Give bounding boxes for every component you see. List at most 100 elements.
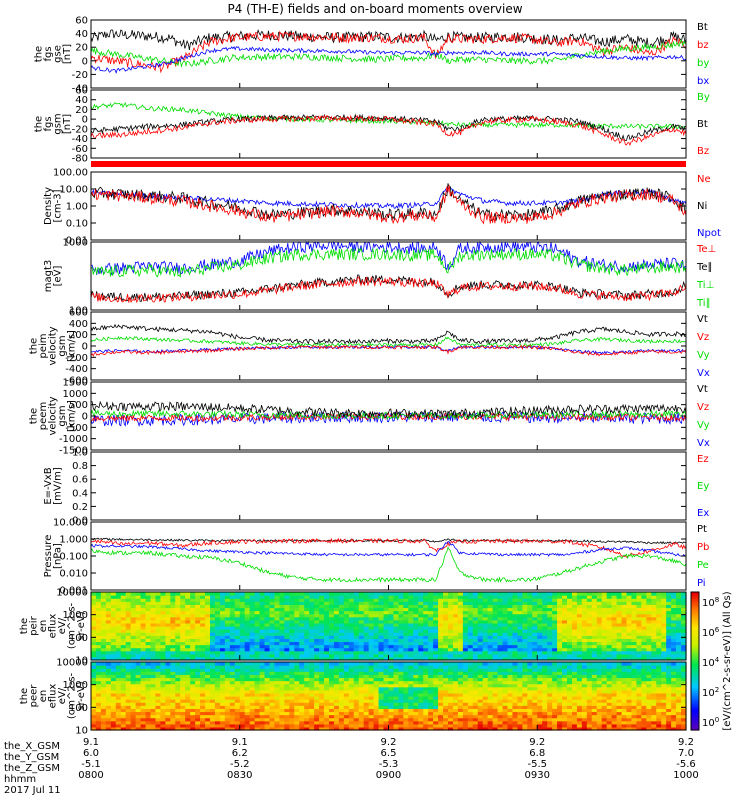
spectrogram-cell [646, 647, 652, 652]
spectrogram-cell [299, 702, 305, 706]
spectrogram-cell [180, 607, 186, 612]
spectrogram-cell [319, 723, 325, 728]
spectrogram-cell [299, 668, 305, 672]
spectrogram-cell [155, 644, 162, 649]
spectrogram-cell [319, 641, 325, 646]
spectrogram-cell [512, 632, 519, 636]
spectrogram-cell [135, 622, 142, 627]
spectrogram-cell [398, 619, 404, 624]
spectrogram-cell [497, 692, 504, 697]
spectrogram-cell [423, 656, 429, 661]
spectrogram-cell [438, 723, 444, 728]
spectrogram-cell [576, 629, 583, 633]
spectrogram-cell [125, 635, 132, 639]
spectrogram-cell [448, 656, 454, 661]
spectrogram-cell [567, 613, 573, 618]
spectrogram-cell [239, 610, 246, 615]
spectrogram-cell [576, 638, 583, 643]
spectrogram-cell [522, 708, 528, 713]
spectrogram-cell [324, 705, 330, 709]
spectrogram-cell [368, 692, 375, 697]
spectrogram-cell [264, 689, 271, 694]
spectrogram-cell [269, 629, 276, 633]
spectrogram-cell [363, 677, 370, 682]
spectrogram-cell [443, 692, 449, 697]
spectrogram-cell [165, 714, 171, 719]
spectrogram-cell [681, 604, 687, 609]
spectrogram-cell [443, 665, 449, 669]
spectrogram-cell [165, 647, 171, 652]
spectrogram-cell [140, 714, 147, 719]
spectrogram-cell [507, 610, 514, 615]
spectrogram-cell [383, 619, 390, 624]
spectrogram-cell [428, 610, 434, 615]
y-tick-label: 0 [82, 56, 88, 67]
spectrogram-cell [452, 714, 459, 719]
spectrogram-cell [115, 726, 122, 731]
spectrogram-cell [105, 689, 112, 694]
spectrogram-cell [269, 726, 276, 731]
spectrogram-cell [492, 610, 499, 615]
spectrogram-cell [502, 601, 509, 605]
spectrogram-cell [130, 686, 137, 691]
spectrogram-cell [413, 613, 419, 618]
spectrogram-cell [631, 653, 638, 658]
spectrogram-cell [214, 656, 221, 661]
spectrogram-cell [150, 689, 157, 694]
spectrogram-cell [562, 656, 568, 661]
spectrogram-cell [408, 592, 414, 596]
spectrogram-cell [443, 680, 449, 685]
spectrogram-cell [244, 677, 251, 682]
spectrogram-cell [190, 692, 196, 697]
series-line-temperature-3 [90, 276, 687, 304]
spectrogram-cell [210, 662, 216, 666]
spectrogram-cell [522, 598, 528, 602]
y-tick-label: -80 [72, 154, 88, 165]
spectrogram-cell [576, 650, 583, 655]
spectrogram-cell [413, 629, 419, 633]
spectrogram-cell [448, 607, 454, 612]
spectrogram-cell [229, 638, 236, 643]
spectrogram-cell [497, 619, 504, 624]
spectrogram-cell [249, 653, 256, 658]
spectrogram-cell [477, 668, 484, 672]
spectrogram-cell [338, 592, 345, 596]
spectrogram-cell [443, 632, 449, 636]
spectrogram-cell [100, 662, 107, 666]
spectrogram-cell [279, 726, 285, 731]
spectrogram-cell [413, 683, 419, 688]
spectrogram-cell [438, 714, 444, 719]
spectrogram-cell [418, 626, 424, 630]
spectrogram-cell [205, 680, 211, 685]
spectrogram-cell [576, 656, 583, 661]
spectrogram-cell [388, 656, 395, 661]
spectrogram-cell [567, 629, 573, 633]
spectrogram-cell [567, 635, 573, 639]
spectrogram-cell [641, 598, 647, 602]
spectrogram-cell [383, 726, 390, 731]
spectrogram-cell [438, 680, 444, 685]
spectrogram-cell [457, 662, 464, 666]
spectrogram-cell [160, 696, 166, 700]
spectrogram-cell [95, 622, 102, 627]
spectrogram-cell [462, 720, 469, 725]
spectrogram-cell [423, 711, 429, 716]
spectrogram-cell [428, 723, 434, 728]
spectrogram-cell [443, 683, 449, 688]
y-tick-label: 20 [75, 43, 88, 54]
spectrogram-cell [368, 720, 375, 725]
spectrogram-cell [343, 650, 350, 655]
spectrogram-cell [200, 689, 206, 694]
spectrogram-cell [616, 653, 623, 658]
spectrogram-cell [214, 638, 221, 643]
spectrogram-cell [125, 717, 132, 722]
spectrogram-cell [601, 641, 608, 646]
spectrogram-cell [274, 668, 281, 672]
spectrogram-cell [329, 699, 335, 703]
spectrogram-cell [502, 656, 509, 661]
spectrogram-cell [314, 644, 320, 649]
spectrogram-cell [289, 708, 295, 713]
spectrogram-cell [348, 626, 355, 630]
spectrogram-cell [289, 696, 295, 700]
